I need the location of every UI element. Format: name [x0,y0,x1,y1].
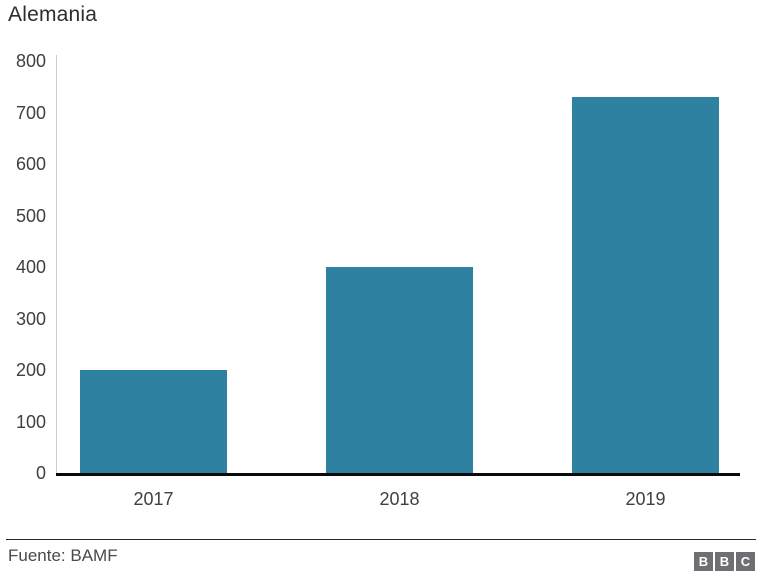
x-tick-label-2017: 2017 [133,489,174,509]
bbc-logo-letter: B [694,552,713,571]
x-tick-label-2019: 2019 [625,489,666,509]
chart-title: Alemania [8,3,98,26]
y-tick-label-800: 800 [15,51,46,71]
bbc-logo-letter: B [715,552,734,571]
y-tick-label-700: 700 [15,102,46,123]
y-tick-label-200: 200 [15,360,46,380]
x-axis-line [56,473,740,476]
y-axis-line [56,55,57,474]
y-tick-label-500: 500 [15,205,46,226]
bar-2018 [326,267,473,473]
y-tick-label-300: 300 [15,308,46,329]
x-tick-label-2018: 2018 [379,489,420,509]
bar-2017 [80,370,227,473]
bar-2019 [572,97,719,473]
bbc-logo: B B C [694,552,755,571]
y-tick-label-400: 400 [15,257,46,277]
plot-area: 0 100 200 300 400 500 600 700 800 2017 2018 2019 [15,51,740,509]
y-tick-label-600: 600 [15,154,46,174]
y-tick-label-100: 100 [15,411,46,432]
source-label: Fuente: BAMF [8,546,118,565]
y-tick-label-0: 0 [35,463,46,483]
bbc-logo-letter: C [736,552,755,571]
footer-separator [6,539,756,540]
